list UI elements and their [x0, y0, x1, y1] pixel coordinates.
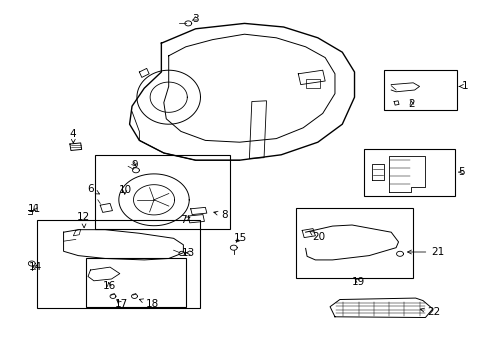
Bar: [95, 155, 229, 229]
Bar: [295, 208, 412, 278]
Text: 20: 20: [308, 231, 325, 242]
Text: 11: 11: [28, 204, 41, 214]
Text: 7: 7: [180, 215, 189, 225]
Text: 5: 5: [457, 167, 464, 177]
Text: 2: 2: [407, 99, 414, 109]
Text: 19: 19: [351, 276, 365, 287]
Bar: [37, 220, 200, 308]
Text: 1: 1: [458, 81, 468, 91]
Text: 18: 18: [139, 299, 159, 309]
Text: 12: 12: [77, 212, 90, 228]
Text: 4: 4: [70, 129, 77, 143]
Text: 9: 9: [131, 159, 138, 170]
Bar: [305, 79, 320, 88]
Text: 17: 17: [114, 299, 127, 309]
Text: 14: 14: [28, 262, 41, 272]
Bar: [364, 149, 454, 196]
Text: 3: 3: [192, 14, 199, 24]
Text: 10: 10: [118, 185, 131, 195]
Text: 13: 13: [181, 248, 194, 258]
Text: 8: 8: [213, 210, 228, 220]
Bar: [85, 258, 185, 307]
Text: 16: 16: [102, 281, 116, 291]
Text: 15: 15: [233, 233, 246, 243]
Text: 6: 6: [87, 184, 100, 194]
Text: 21: 21: [407, 247, 444, 257]
Bar: [383, 70, 456, 110]
Text: 22: 22: [420, 307, 439, 318]
